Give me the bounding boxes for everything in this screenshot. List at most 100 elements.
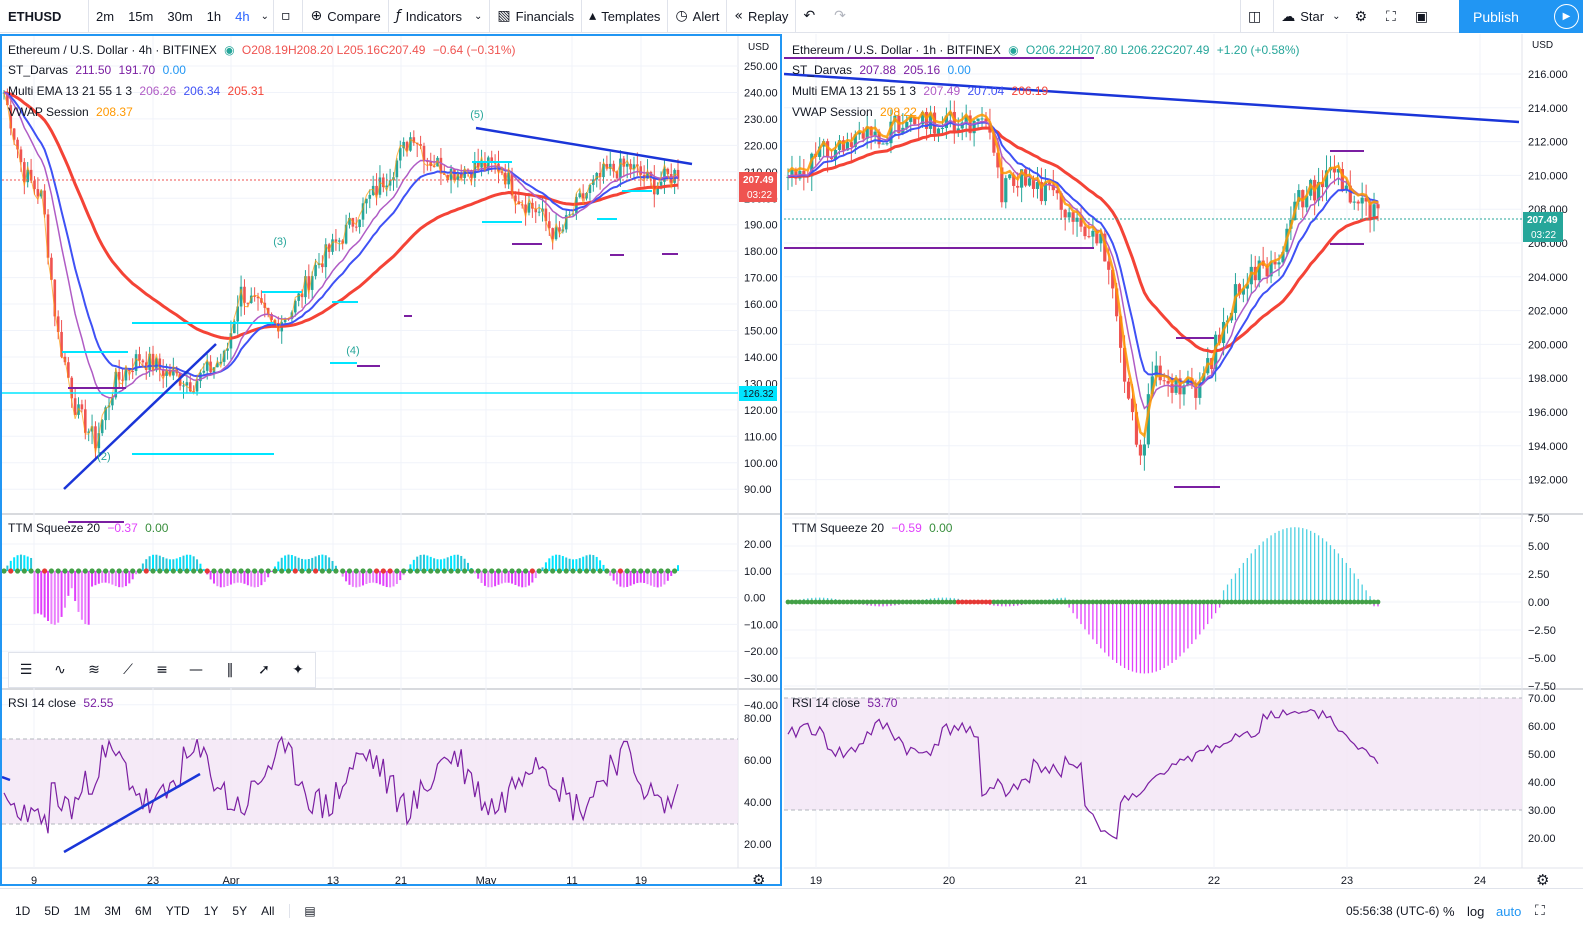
squeeze-dot — [959, 599, 965, 605]
range-1y[interactable]: 1Y — [203, 904, 219, 918]
auto-toggle[interactable]: auto — [1496, 903, 1522, 919]
squeeze-dot — [892, 599, 898, 605]
chart-type-button[interactable]: ▫ — [274, 0, 303, 33]
candle-body — [625, 163, 629, 167]
fullscreen-button[interactable]: ⛶ — [1379, 0, 1408, 33]
alert-button[interactable]: ◷ Alert — [668, 0, 726, 33]
right-change: +1.20 (+0.58%) — [1216, 43, 1300, 57]
templates-button[interactable]: ▴ Templates — [582, 0, 667, 33]
ema-21-line — [3, 91, 679, 378]
range-5y[interactable]: 5Y — [232, 904, 248, 918]
squeeze-dot — [1011, 599, 1017, 605]
candle-body — [229, 333, 233, 349]
range-ytd[interactable]: YTD — [165, 904, 190, 918]
vertical-lines-icon[interactable]: ‖ — [226, 662, 234, 678]
vwap-label: VWAP Session — [792, 105, 873, 119]
abc-pattern-icon[interactable]: ∿ — [54, 662, 66, 678]
squeeze-dot — [455, 568, 461, 574]
left-ema-legend: Multi EMA 13 21 55 1 3 206.26 206.34 205… — [8, 84, 268, 98]
candle-body — [16, 139, 19, 150]
left-chart-pane[interactable]: 9 23 Apr 13 21 May 11 19 250.00 240.00 230.00 220.0… — [0, 34, 782, 886]
alert-label: Alert — [692, 8, 720, 24]
percent-toggle[interactable]: % — [1443, 903, 1455, 919]
snapshot-button[interactable]: ▣ — [1408, 0, 1440, 33]
layout-button[interactable]: ◫ — [1241, 0, 1273, 33]
indicators-button[interactable]: ƒ Indicators ⌄ — [389, 0, 490, 33]
right-chart-pane[interactable]: 19 20 21 22 23 24 216.000 214.000 212.000 210.000… — [784, 34, 1583, 886]
status-dot: ◉ — [224, 43, 235, 57]
settings-button[interactable]: ⚙ — [1347, 0, 1379, 33]
squeeze-dot — [1347, 599, 1353, 605]
publish-button[interactable]: Publish ▶ — [1459, 0, 1583, 33]
symbol-search[interactable]: ETHUSD — [8, 8, 62, 24]
replay-button[interactable]: «Replay — [727, 0, 795, 33]
squeeze-dot — [1177, 599, 1183, 605]
interval-dropdown-icon[interactable]: ⌄ — [260, 10, 269, 22]
range-5d[interactable]: 5D — [44, 904, 60, 918]
squeeze-dot — [940, 599, 945, 605]
rsi-band — [784, 698, 1522, 810]
candle-body — [297, 293, 300, 301]
range-6m[interactable]: 6M — [135, 904, 152, 918]
left-chart-canvas[interactable]: 9 23 Apr 13 21 May 11 19 250.00 240.00 230.00 220.0… — [2, 36, 780, 884]
clock[interactable]: 05:56:38 (UTC-6) — [1346, 904, 1440, 918]
candle-body — [409, 137, 412, 151]
undo-button[interactable]: ↶ — [796, 0, 827, 33]
squeeze-dot — [1284, 599, 1290, 605]
ray-icon[interactable]: ➚ — [258, 662, 270, 678]
squeeze-dot — [1165, 599, 1171, 605]
log-toggle[interactable]: log — [1467, 903, 1485, 919]
candle-body — [151, 353, 155, 371]
rsi-trend-line-stub — [2, 775, 11, 782]
right-chart-canvas[interactable]: 19 20 21 22 23 24 216.000 214.000 212.000 210.000… — [784, 34, 1583, 886]
candle-body — [205, 361, 209, 371]
range-all[interactable]: All — [261, 904, 275, 918]
trend-line-icon[interactable]: ⟋ — [123, 662, 133, 678]
interval-1h[interactable]: 1h — [206, 8, 222, 24]
range-3m[interactable]: 3M — [104, 904, 122, 918]
candle-body — [412, 137, 416, 143]
horizontal-line-icon[interactable]: — — [189, 662, 203, 678]
squeeze-dot — [556, 568, 563, 574]
squeeze-dot — [1050, 599, 1056, 605]
countdown-tag: 03:22 — [1531, 230, 1556, 241]
line-price-tag-bg — [739, 386, 777, 401]
interval-30m[interactable]: 30m — [167, 8, 193, 24]
ttm-tick-label: 0.00 — [744, 593, 765, 605]
cloud-icon: ☁ — [1281, 8, 1296, 25]
star-button[interactable]: ☁ Star ⌄ — [1274, 0, 1347, 33]
squeeze-dot — [852, 599, 858, 605]
goto-date-icon[interactable]: ▤ — [289, 904, 322, 918]
fullscreen-icon[interactable]: ⛶ — [1535, 903, 1545, 919]
pattern-icon[interactable]: ✦ — [292, 662, 304, 678]
candle-body — [1051, 184, 1055, 191]
candle-body — [547, 221, 551, 229]
range-1d[interactable]: 1D — [15, 904, 31, 918]
squeeze-dot — [224, 568, 231, 574]
squeeze-dot — [306, 568, 312, 574]
squeeze-dot — [1134, 599, 1139, 605]
compare-button[interactable]: ⊕ Compare — [303, 0, 387, 33]
candle-body — [571, 213, 575, 215]
candle-body — [810, 153, 814, 177]
divider — [667, 0, 669, 33]
right-rsi-legend: RSI 14 close 53.70 — [792, 696, 901, 710]
squeeze-dot — [1205, 599, 1211, 605]
squeeze-dot — [8, 568, 14, 574]
interval-15m[interactable]: 15m — [128, 8, 154, 24]
interval-4h[interactable]: 4h — [235, 8, 250, 24]
candle-body — [1035, 182, 1040, 189]
squeeze-dot — [789, 599, 795, 605]
divider — [795, 0, 797, 33]
redo-button[interactable]: ↷ — [827, 0, 858, 33]
financials-button[interactable]: ▧ Financials — [490, 0, 581, 33]
wave-pattern-icon[interactable]: ≋ — [88, 662, 100, 678]
bar-chart-icon: ▧ — [497, 8, 511, 24]
squeeze-dot — [1058, 599, 1064, 605]
right-toolbar: ◫ ☁ Star ⌄ ⚙ ⛶ ▣ — [1240, 0, 1440, 33]
interval-2m[interactable]: 2m — [96, 8, 115, 24]
fib-icon[interactable]: ≡ — [156, 662, 168, 678]
candle-body — [1376, 204, 1380, 209]
horizontal-lines-icon[interactable]: ☰ — [19, 662, 33, 678]
range-1m[interactable]: 1M — [73, 904, 91, 918]
